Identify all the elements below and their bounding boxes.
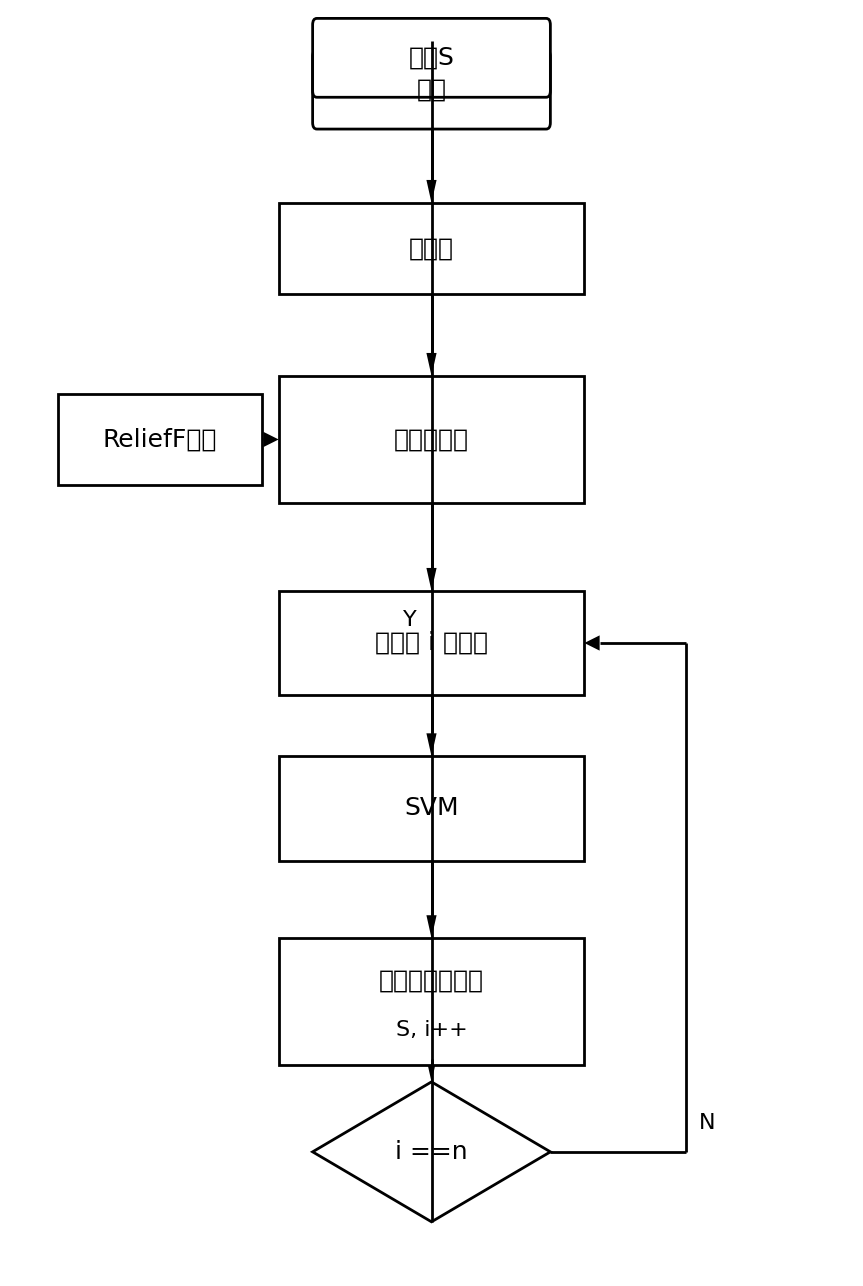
Text: N: N <box>699 1112 715 1133</box>
FancyBboxPatch shape <box>312 50 551 129</box>
Text: i ==n: i ==n <box>395 1139 468 1164</box>
Bar <box>58 394 261 485</box>
Polygon shape <box>426 1058 437 1082</box>
Polygon shape <box>426 180 437 203</box>
Text: S, i++: S, i++ <box>395 1020 468 1039</box>
FancyBboxPatch shape <box>312 18 551 98</box>
Polygon shape <box>426 733 437 756</box>
Bar <box>279 203 584 294</box>
Text: SVM: SVM <box>404 796 459 820</box>
Polygon shape <box>426 352 437 376</box>
Polygon shape <box>426 18 437 41</box>
Text: 按权重排序: 按权重排序 <box>394 427 469 451</box>
Text: 特征集: 特征集 <box>409 237 454 261</box>
Text: 开始: 开始 <box>417 77 446 102</box>
Polygon shape <box>312 1082 551 1222</box>
Bar <box>279 756 584 860</box>
Text: ReliefF算法: ReliefF算法 <box>103 427 217 451</box>
Text: 抽取前 i 个子集: 抽取前 i 个子集 <box>375 631 488 655</box>
Polygon shape <box>426 568 437 590</box>
Text: Y: Y <box>403 610 417 630</box>
Polygon shape <box>263 432 279 448</box>
Bar <box>279 376 584 503</box>
Polygon shape <box>426 916 437 937</box>
Text: 输出S: 输出S <box>408 46 455 69</box>
Bar <box>279 937 584 1065</box>
Text: 正确率输入集合: 正确率输入集合 <box>379 968 484 992</box>
Polygon shape <box>584 635 600 651</box>
Bar <box>279 590 584 696</box>
